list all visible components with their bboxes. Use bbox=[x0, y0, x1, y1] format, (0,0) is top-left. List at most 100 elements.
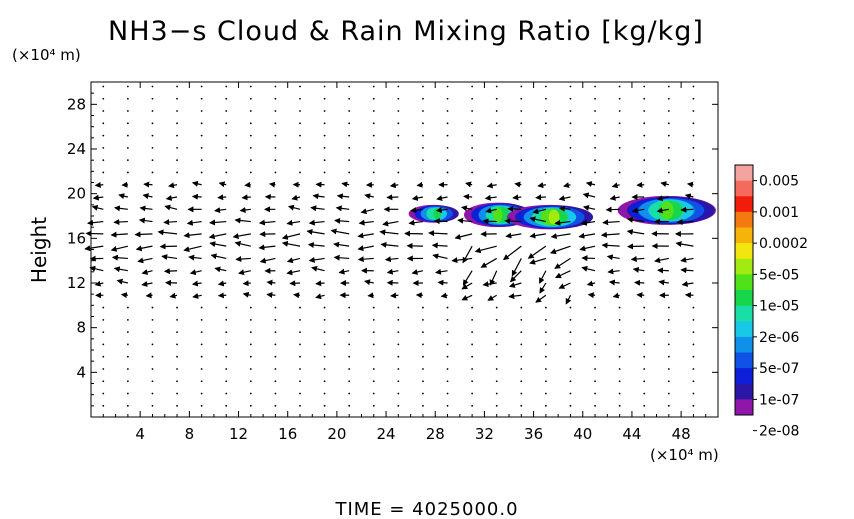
wind-vector-dot bbox=[520, 134, 523, 137]
wind-vector-dot bbox=[495, 159, 498, 162]
wind-vector-dot bbox=[495, 122, 498, 125]
wind-vector-dot bbox=[643, 331, 646, 334]
wind-vector-dot bbox=[249, 331, 252, 334]
wind-vector-dot bbox=[594, 318, 596, 321]
wind-vector bbox=[186, 219, 202, 226]
wind-vector-dot bbox=[422, 404, 424, 407]
wind-vector-dot bbox=[520, 159, 523, 162]
wind-vector bbox=[504, 218, 522, 225]
colorbar-label: 1e-07 bbox=[759, 392, 799, 408]
wind-vector bbox=[238, 269, 251, 276]
wind-vector-dot bbox=[249, 368, 252, 370]
wind-vector-dot bbox=[348, 122, 351, 125]
wind-vector bbox=[660, 181, 669, 188]
wind-vector bbox=[113, 219, 128, 226]
wind-vector-dot bbox=[323, 110, 326, 112]
wind-vector-dot bbox=[495, 146, 498, 149]
wind-vector-dot bbox=[225, 134, 228, 137]
wind-vector-dot bbox=[618, 318, 621, 321]
wind-vector-dot bbox=[225, 392, 228, 395]
x-axis: 4 8 12 16 20 24 28 32 36 40 44 48 bbox=[102, 82, 707, 443]
wind-vector-dot bbox=[176, 404, 178, 407]
wind-vector-dot bbox=[544, 97, 547, 100]
wind-vector-dot bbox=[323, 331, 326, 334]
wind-vector bbox=[535, 194, 546, 201]
wind-vector-dot bbox=[323, 134, 326, 137]
wind-vector-dot bbox=[397, 404, 400, 407]
wind-vector bbox=[416, 181, 424, 188]
wind-vector-dot bbox=[372, 134, 375, 137]
wind-vector-dot bbox=[446, 159, 449, 162]
wind-vector-dot bbox=[643, 85, 646, 88]
wind-vector-dot bbox=[544, 122, 547, 125]
wind-vector-dot bbox=[618, 85, 621, 88]
wind-vector-dot bbox=[667, 331, 670, 334]
wind-vector-dot bbox=[274, 318, 277, 321]
wind-vector-dot bbox=[225, 404, 228, 407]
wind-vector-dot bbox=[249, 355, 252, 358]
wind-vector-dot bbox=[692, 110, 695, 112]
wind-vector-dot bbox=[692, 355, 695, 358]
wind-vector-dot bbox=[225, 306, 228, 309]
wind-vector-dot bbox=[274, 97, 277, 100]
x-tick-label: 12 bbox=[229, 425, 248, 443]
colorbar-swatch bbox=[735, 383, 753, 400]
colorbar-swatch bbox=[735, 290, 753, 307]
wind-vector-dot bbox=[667, 134, 670, 137]
wind-vector bbox=[563, 182, 571, 189]
wind-vector-dot bbox=[274, 110, 277, 112]
x-tick-label: 20 bbox=[327, 425, 346, 443]
wind-vector bbox=[606, 254, 620, 261]
wind-vector-dot bbox=[692, 318, 695, 321]
wind-vector-dot bbox=[200, 97, 203, 100]
wind-vector bbox=[558, 282, 571, 289]
wind-vector-dot bbox=[323, 97, 326, 100]
wind-vector bbox=[636, 292, 645, 299]
wind-vector bbox=[411, 195, 424, 201]
wind-vector bbox=[384, 256, 399, 263]
wind-vector bbox=[234, 240, 251, 247]
wind-vector-dot bbox=[372, 97, 375, 100]
wind-vector bbox=[432, 253, 448, 260]
wind-vector-dot bbox=[225, 122, 228, 125]
wind-vector-dot bbox=[176, 368, 178, 370]
wind-vector-dot bbox=[495, 97, 498, 100]
wind-vector-dot bbox=[102, 110, 105, 112]
wind-vector-dot bbox=[102, 331, 105, 334]
wind-vector-dot bbox=[544, 404, 547, 407]
wind-vector-dot bbox=[692, 392, 695, 395]
wind-vector-dot bbox=[422, 97, 424, 100]
wind-vector-dot bbox=[446, 97, 449, 100]
wind-vector bbox=[338, 268, 350, 275]
wind-vector-dot bbox=[643, 97, 646, 100]
wind-vector-dot bbox=[471, 146, 474, 149]
wind-vector-dot bbox=[569, 368, 572, 370]
wind-vector bbox=[680, 206, 694, 213]
wind-vector bbox=[135, 245, 153, 252]
wind-vector bbox=[259, 257, 276, 264]
wind-vector bbox=[161, 254, 178, 260]
wind-vector bbox=[681, 280, 694, 287]
wind-vector bbox=[631, 207, 645, 214]
wind-vector-dot bbox=[200, 159, 203, 162]
colorbar-swatch bbox=[735, 211, 753, 228]
wind-vector-dot bbox=[667, 110, 670, 112]
wind-vector bbox=[84, 245, 104, 252]
wind-vector-dot bbox=[667, 392, 670, 395]
wind-vector bbox=[680, 256, 694, 263]
wind-vector-dot bbox=[225, 110, 228, 112]
wind-vector-dot bbox=[323, 85, 326, 88]
wind-vector-dot bbox=[495, 355, 498, 358]
colorbar-frame bbox=[734, 164, 754, 416]
wind-vector-dot bbox=[495, 171, 498, 174]
wind-vector bbox=[435, 207, 448, 213]
wind-vector-dot bbox=[471, 355, 474, 358]
wind-vector bbox=[587, 292, 596, 299]
wind-vector bbox=[480, 257, 498, 268]
wind-vector-dot bbox=[176, 97, 178, 100]
wind-vector-dot bbox=[495, 380, 498, 383]
wind-vector bbox=[163, 268, 178, 275]
wind-vector-dot bbox=[422, 159, 424, 162]
wind-vector-dot bbox=[520, 146, 523, 149]
wind-vector bbox=[602, 219, 620, 226]
